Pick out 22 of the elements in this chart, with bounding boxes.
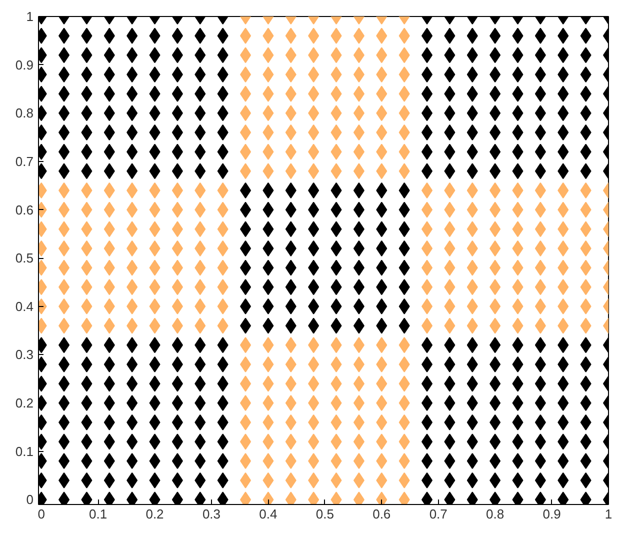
x-tick-label: 0.7: [429, 506, 448, 522]
y-tick-label: 0.2: [15, 396, 34, 411]
x-tick-label: 0.2: [146, 506, 164, 522]
y-tick-label: 0.8: [15, 106, 34, 121]
x-tick-label: 1: [604, 506, 612, 522]
y-tick-label: 0.1: [15, 444, 34, 459]
x-tick-label: 0.8: [486, 506, 504, 522]
x-tick-label: 0.1: [89, 506, 108, 522]
x-tick-label: 0.5: [316, 506, 334, 522]
y-tick-label: 0.9: [15, 57, 34, 72]
x-tick-label: 0.4: [259, 506, 278, 522]
x-tick-label: 0: [38, 506, 45, 522]
x-tick-label: 0.9: [542, 506, 561, 522]
y-tick-label: 0.4: [15, 298, 34, 314]
y-tick-label: 0.5: [15, 250, 34, 266]
y-tick-label: 0.7: [15, 154, 34, 169]
y-tick-label: 0: [26, 492, 34, 508]
x-tick-label: 0.6: [372, 506, 391, 522]
y-tick-label: 0.3: [15, 347, 34, 362]
y-tick-label: 1: [26, 9, 34, 24]
y-tick-label: 0.6: [15, 202, 34, 218]
x-tick-label: 0.3: [202, 506, 221, 522]
